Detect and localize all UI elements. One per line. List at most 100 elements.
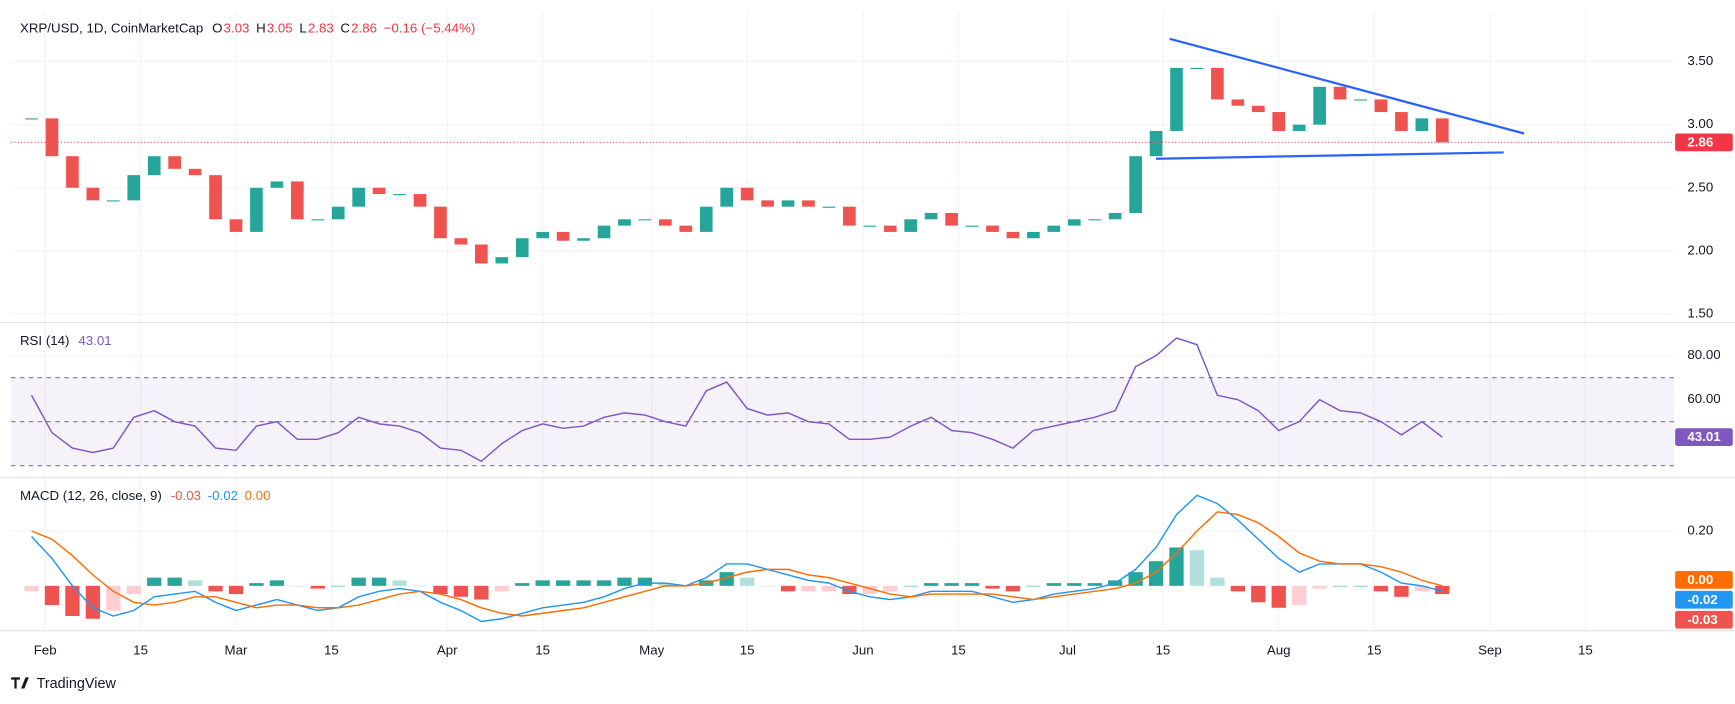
histogram-bar [392, 580, 407, 586]
rsi-last-label: 43.01 [1687, 429, 1721, 444]
histogram-bar [760, 585, 775, 587]
candle-body [945, 212, 958, 226]
histogram-bar [1210, 577, 1225, 586]
histogram-bar [412, 585, 428, 587]
histogram-bar [944, 583, 959, 586]
histogram-bar [1230, 585, 1246, 592]
histogram-bar [576, 580, 591, 586]
x-tick-label: 15 [1367, 642, 1382, 657]
histogram-bar [371, 577, 387, 586]
histogram-bar [1332, 585, 1348, 587]
candle-body [1170, 67, 1183, 131]
histogram-bar [147, 577, 162, 586]
histogram-bar [85, 585, 101, 619]
x-tick-label: Sep [1478, 642, 1502, 657]
histogram-bar [1435, 585, 1450, 595]
candle-body [229, 219, 243, 232]
histogram-bar [351, 577, 366, 586]
candle-body [106, 200, 120, 202]
candle-body [556, 231, 570, 241]
histogram-bar [617, 577, 632, 586]
x-tick-label: Jun [852, 642, 873, 657]
macd-last-label: -0.02 [1687, 592, 1717, 607]
histogram-bar [842, 585, 857, 595]
candle-body [250, 187, 263, 232]
histogram-bar [964, 583, 980, 586]
candle-body [618, 219, 631, 226]
x-tick-label: Apr [437, 642, 458, 657]
histogram-bar [65, 585, 80, 617]
candle-body [1231, 99, 1245, 106]
candle-body [25, 118, 38, 120]
indicator-line [31, 494, 1443, 623]
histogram-bar [719, 572, 734, 586]
candle-body [311, 219, 325, 221]
candle-body [924, 212, 938, 220]
marks [11, 37, 1675, 623]
ohlc-key: L [299, 20, 306, 35]
candle-body [720, 187, 734, 207]
y-tick-label: 1.50 [1687, 305, 1713, 320]
candle-body [147, 156, 161, 176]
last-price-label: 2.86 [1687, 134, 1713, 149]
grid [11, 11, 1675, 630]
candle-body [904, 219, 918, 232]
candle-body [965, 225, 979, 227]
macd-last-label-box [1675, 570, 1733, 589]
ohlc-value: 2.86 [351, 20, 377, 35]
x-tick-label: May [639, 642, 664, 657]
candle-body [1435, 118, 1449, 143]
x-tick-label: 15 [740, 642, 755, 657]
candle-body [761, 200, 774, 207]
histogram-bar [739, 577, 755, 586]
ohlc-key: C [340, 20, 350, 35]
candle-body [781, 200, 795, 207]
histogram-bar [1026, 585, 1041, 587]
histogram-bar [290, 585, 305, 587]
histogram-bar [269, 580, 285, 586]
histogram-bar [1148, 561, 1164, 586]
histogram-bar [801, 585, 816, 592]
x-tick-label: Jul [1059, 642, 1076, 657]
macd-last-label-box [1675, 590, 1733, 609]
histogram-bar [1087, 583, 1102, 586]
candle-body [1149, 130, 1163, 157]
y-tick-label: 2.50 [1687, 179, 1713, 194]
candle-body [168, 156, 181, 169]
candle-body [515, 238, 529, 258]
histogram-bar [862, 585, 877, 595]
indicator-value: -0.02 [208, 488, 238, 503]
x-tick-label: 15 [951, 642, 966, 657]
histogram-bar [228, 585, 244, 595]
histogram-bar [24, 585, 39, 592]
candle-body [475, 244, 488, 264]
histogram-bar [1394, 585, 1409, 597]
histogram-bar [208, 585, 223, 592]
candle-body [1251, 105, 1265, 113]
indicator-title: MACD (12, 26, close, 9) [20, 488, 162, 503]
candle-body [127, 175, 141, 201]
candle-body [434, 206, 447, 239]
macd-last-label-box [1675, 610, 1733, 629]
indicator-value: 43.01 [78, 333, 111, 348]
histogram-bar [1046, 583, 1061, 586]
x-tick-label: 15 [133, 642, 148, 657]
x-tick-label: Aug [1267, 642, 1291, 657]
candle-body [352, 187, 366, 207]
histogram-bar [1005, 585, 1021, 592]
candle-body [1415, 118, 1429, 131]
candle-body [863, 225, 877, 227]
candle-body [270, 181, 284, 188]
histogram-bar [1414, 585, 1430, 592]
candle-body [1395, 112, 1408, 131]
histogram-bar [903, 585, 918, 587]
ohlc-key: H [256, 20, 266, 35]
histogram-bar [985, 585, 1000, 589]
candle-body [1333, 86, 1347, 100]
candle-body [1354, 99, 1367, 101]
candle-body [1129, 156, 1142, 213]
candle-body [209, 175, 222, 220]
candle-body [495, 257, 509, 264]
ohlc-value: 2.83 [308, 20, 334, 35]
histogram-bar [780, 585, 796, 592]
